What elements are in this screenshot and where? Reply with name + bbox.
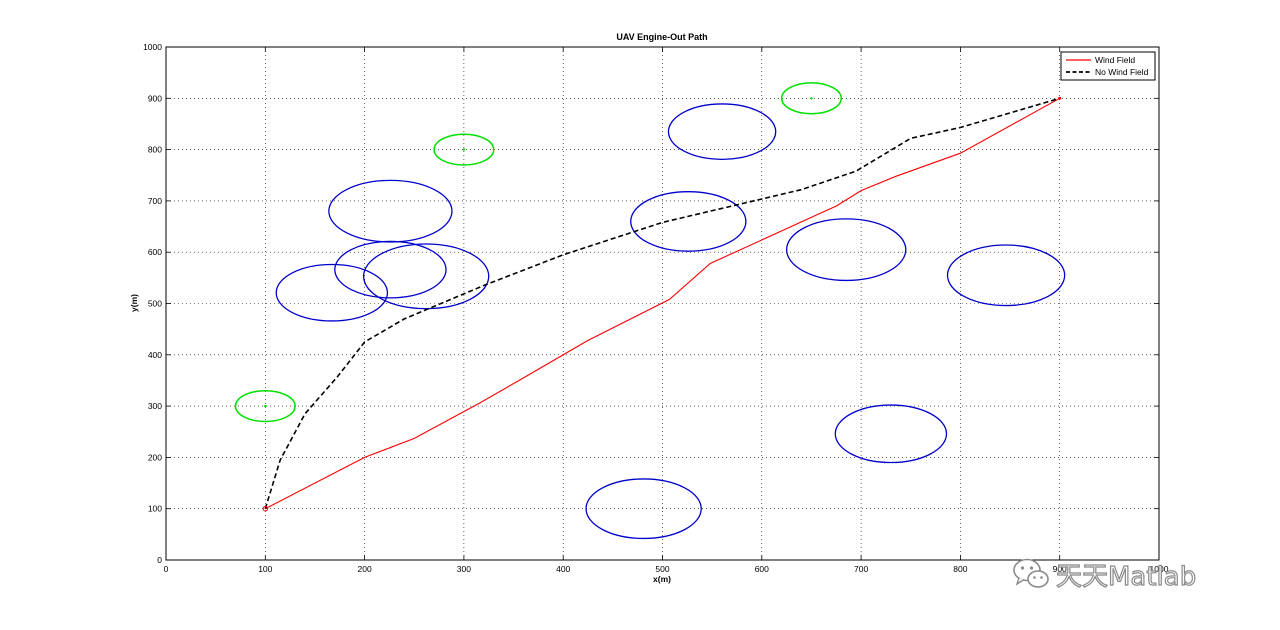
series-line-no-wind-field: [264, 97, 1060, 509]
target-center: [810, 97, 813, 100]
start-marker: [262, 506, 268, 512]
wechat-icon: [1013, 558, 1049, 588]
y-tick-label: 800: [148, 145, 162, 155]
obstacle-circle: [785, 218, 907, 282]
targets: [234, 82, 842, 423]
obstacle-circle: [834, 404, 948, 464]
x-tick-label: 600: [755, 564, 769, 574]
y-tick-label: 700: [148, 196, 162, 206]
y-tick-label: 0: [157, 555, 162, 565]
y-tick-label: 200: [148, 452, 162, 462]
obstacle-circle: [585, 478, 702, 540]
x-tick-label: 0: [164, 564, 169, 574]
y-tick-label: 300: [148, 401, 162, 411]
series-line-wind-field: [265, 97, 1060, 510]
legend-label-no-wind-field: No Wind Field: [1095, 67, 1149, 77]
y-tick-label: 1000: [143, 42, 162, 52]
legend: Wind Field No Wind Field: [1060, 51, 1156, 81]
x-tick-label: 1000: [1150, 564, 1169, 574]
target-center: [264, 404, 267, 408]
target-circle: [234, 389, 296, 423]
obstacle-circle: [630, 191, 747, 252]
y-tick-label: 900: [148, 93, 162, 103]
x-tick-label: 800: [953, 564, 967, 574]
x-axis-label: x(m): [653, 574, 671, 584]
y-tick-label: 600: [148, 247, 162, 257]
x-tick-label: 700: [854, 564, 868, 574]
obstacle-circle: [328, 179, 453, 243]
x-tick-label: 500: [655, 564, 669, 574]
x-tick-label: 900: [1053, 564, 1067, 574]
x-tick-label: 200: [358, 564, 372, 574]
obstacle-circle: [362, 243, 490, 310]
watermark: 天天Matlab: [1012, 556, 1197, 592]
y-tick-label: 500: [148, 299, 162, 309]
end-marker: [1058, 96, 1062, 100]
legend-box: [1060, 51, 1156, 81]
chart-title: UAV Engine-Out Path: [616, 32, 707, 42]
obstacles: [275, 103, 1066, 540]
x-tick-label: 400: [556, 564, 570, 574]
legend-label-wind-field: Wind Field: [1095, 55, 1135, 65]
x-tick-label: 300: [457, 564, 471, 574]
series: [262, 96, 1062, 512]
obstacle-circle: [667, 103, 777, 160]
y-axis-label: y(m): [129, 294, 139, 312]
obstacle-circle: [946, 244, 1066, 307]
target-circle: [780, 82, 842, 115]
obstacle-circle: [275, 263, 389, 322]
y-tick-label: 400: [148, 350, 162, 360]
x-tick-label: 100: [258, 564, 272, 574]
target-center: [462, 148, 466, 151]
y-tick-label: 100: [148, 504, 162, 514]
watermark-text: 天天Matlab: [1055, 561, 1197, 592]
ticks: 0 100 200 300 400 500 600 700 800 900 1000 0 100 200 3…: [143, 42, 1169, 574]
target-circle: [433, 133, 495, 166]
